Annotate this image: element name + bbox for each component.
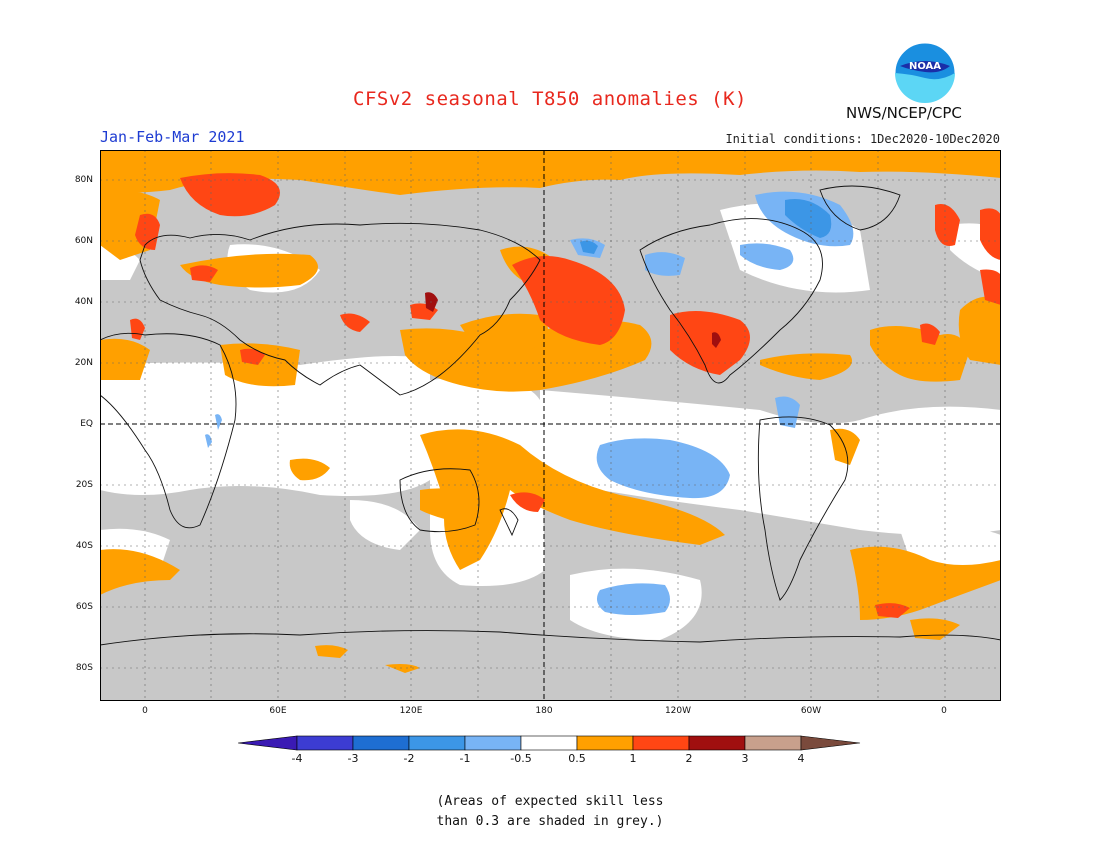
lon-label: 120E bbox=[399, 706, 423, 716]
coastlines bbox=[100, 185, 1001, 646]
skill-note-line: than 0.3 are shaded in grey.) bbox=[436, 814, 664, 829]
lon-label: 0 bbox=[941, 706, 947, 716]
colorbar-label: -3 bbox=[347, 752, 359, 765]
colorbar-label: 3 bbox=[741, 752, 749, 765]
strong-cool-anomaly-regions bbox=[580, 199, 832, 254]
lat-label: 80S bbox=[75, 663, 93, 673]
colorbar-swatch bbox=[352, 735, 410, 751]
colorbar-arrow-low bbox=[238, 735, 298, 751]
colorbar-swatch bbox=[744, 735, 802, 751]
lon-label: 60E bbox=[269, 706, 287, 716]
lon-label: 120W bbox=[664, 706, 692, 716]
agency-label: NWS/NCEP/CPC bbox=[846, 104, 962, 122]
colorbar-arrow-high bbox=[800, 735, 861, 751]
map-frame bbox=[100, 150, 1001, 701]
strong-warm-anomaly-regions bbox=[130, 173, 1001, 618]
lon-label: 180 bbox=[535, 706, 553, 716]
colorbar-label: 4 bbox=[797, 752, 805, 765]
lat-label: 20N bbox=[74, 358, 93, 368]
skill-note-line: (Areas of expected skill less bbox=[436, 794, 664, 809]
colorbar-label: -0.5 bbox=[510, 752, 532, 765]
colorbar-label: 1 bbox=[629, 752, 637, 765]
lat-label: EQ bbox=[80, 419, 93, 429]
season-label: Jan-Feb-Mar 2021 bbox=[100, 128, 245, 146]
colorbar-swatches bbox=[238, 735, 861, 751]
lon-label: 0 bbox=[142, 706, 148, 716]
lat-label: 80N bbox=[74, 175, 93, 185]
colorbar-swatch bbox=[576, 735, 634, 751]
chart-title: CFSv2 seasonal T850 anomalies (K) bbox=[353, 88, 747, 110]
colorbar-swatch bbox=[520, 735, 578, 751]
lat-label: 40N bbox=[74, 297, 93, 307]
colorbar-label: -4 bbox=[291, 752, 303, 765]
logo-text: NOAA bbox=[909, 61, 941, 72]
lat-label: 20S bbox=[75, 480, 93, 490]
colorbar-swatch bbox=[688, 735, 746, 751]
colorbar-swatch bbox=[632, 735, 690, 751]
colorbar-label: -1 bbox=[459, 752, 471, 765]
colorbar bbox=[238, 735, 861, 751]
colorbar-label: -2 bbox=[403, 752, 415, 765]
colorbar-label: 2 bbox=[685, 752, 693, 765]
lat-label: 40S bbox=[75, 541, 93, 551]
initial-conditions-label: Initial conditions: 1Dec2020-10Dec2020 bbox=[725, 132, 1000, 146]
colorbar-swatch bbox=[464, 735, 522, 751]
anomaly-map bbox=[100, 150, 1001, 701]
colorbar-swatch bbox=[408, 735, 466, 751]
noaa-logo: NOAA bbox=[894, 42, 956, 104]
colorbar-swatch bbox=[296, 735, 354, 751]
lat-label: 60N bbox=[74, 236, 93, 246]
graticule bbox=[100, 150, 1001, 701]
lat-label: 60S bbox=[75, 602, 93, 612]
lon-label: 60W bbox=[800, 706, 822, 716]
skill-note: (Areas of expected skill less than 0.3 a… bbox=[0, 792, 1100, 832]
warm-anomaly-regions bbox=[100, 150, 1001, 673]
equator-dateline bbox=[100, 150, 1001, 701]
colorbar-label: 0.5 bbox=[568, 752, 586, 765]
